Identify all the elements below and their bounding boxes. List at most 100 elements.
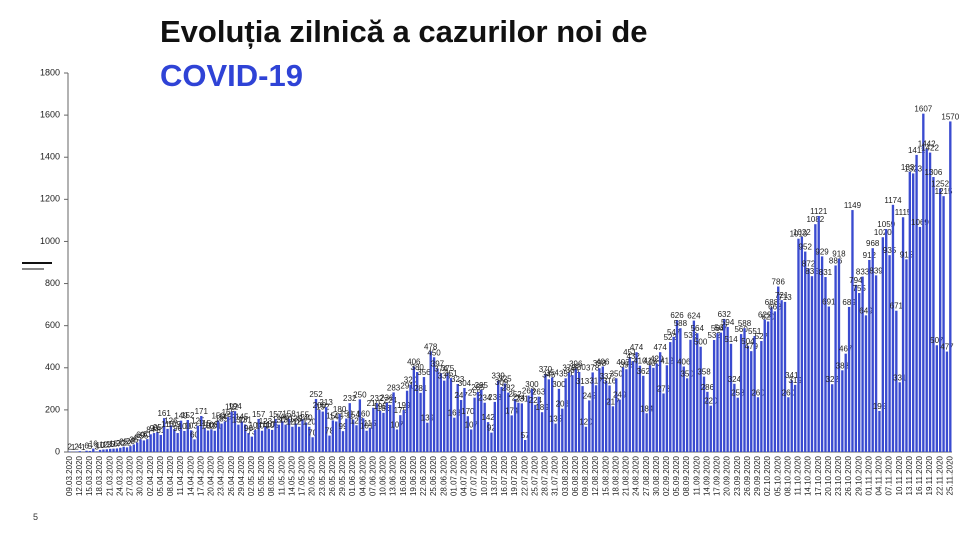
bar — [432, 357, 436, 452]
bar — [402, 410, 405, 452]
bar — [510, 415, 513, 452]
bar — [102, 449, 105, 452]
value-label: 102 — [201, 422, 215, 431]
value-label: 10 — [96, 441, 105, 450]
value-label: 135 — [549, 415, 563, 424]
x-tick-label: 23.09.2020 — [733, 455, 742, 496]
bar — [706, 391, 709, 452]
x-tick-label: 13.07.2020 — [490, 455, 499, 496]
x-tick-label: 02.10.2020 — [763, 455, 772, 496]
value-label: 13 — [102, 440, 111, 449]
bar — [854, 284, 858, 452]
bar — [925, 148, 928, 452]
value-label: 397 — [431, 359, 445, 368]
value-label: 268 — [522, 387, 536, 396]
value-label: 1121 — [810, 207, 828, 216]
value-label: 159 — [340, 410, 354, 419]
x-tick-label: 20.09.2020 — [723, 455, 732, 496]
bar — [446, 373, 449, 452]
bar — [78, 451, 81, 452]
bar — [669, 342, 672, 452]
bar — [459, 399, 463, 452]
bar — [719, 332, 723, 452]
bar — [500, 386, 503, 452]
bar — [277, 424, 281, 452]
bar — [351, 419, 355, 452]
x-tick-label: 07.06.2020 — [368, 455, 377, 496]
x-tick-label: 24.08.2020 — [632, 455, 641, 496]
bar — [470, 429, 473, 452]
value-label: 189 — [535, 403, 549, 412]
bar — [557, 388, 561, 452]
y-tick-label: 800 — [45, 278, 60, 288]
value-label: 551 — [748, 327, 762, 336]
value-label: 224 — [384, 396, 398, 405]
value-label: 474 — [653, 343, 667, 352]
value-label: 668 — [768, 302, 782, 311]
bar — [108, 448, 112, 452]
x-tick-label: 25.06.2020 — [429, 455, 438, 496]
x-tick-label: 18.08.2020 — [611, 455, 620, 496]
bar — [739, 334, 743, 452]
bar — [544, 374, 547, 452]
bar — [223, 421, 227, 452]
value-label: 195 — [873, 402, 887, 411]
bar — [604, 381, 608, 452]
bar — [362, 418, 365, 452]
value-label: 358 — [697, 368, 711, 377]
bar — [905, 259, 908, 452]
bar — [341, 431, 345, 452]
bar — [540, 412, 544, 452]
value-label: 36 — [129, 435, 138, 444]
bar — [827, 306, 831, 452]
x-tick-label: 04.07.2020 — [460, 455, 469, 496]
bar — [814, 224, 817, 452]
bar — [594, 385, 598, 452]
value-label: 158 — [282, 410, 296, 419]
value-label: 935 — [883, 246, 897, 255]
value-label: 331 — [893, 373, 907, 382]
value-label: 17 — [112, 439, 121, 448]
value-label: 393 — [620, 360, 634, 369]
x-tick-label: 08.05.2020 — [267, 455, 276, 496]
value-label: 325 — [498, 375, 512, 384]
value-label: 396 — [569, 360, 583, 369]
y-tick-label: 1000 — [40, 236, 60, 246]
bar — [203, 427, 206, 452]
bar — [250, 436, 254, 452]
value-label: 388 — [836, 361, 850, 370]
bar — [628, 357, 631, 452]
x-tick-label: 12.08.2020 — [591, 455, 600, 496]
value-label: 929 — [815, 247, 829, 256]
value-label: 232 — [370, 394, 384, 403]
bar — [598, 368, 601, 452]
x-tick-label: 30.08.2020 — [652, 455, 661, 496]
x-tick-label: 02.05.2020 — [247, 455, 256, 496]
value-label: 356 — [417, 368, 431, 377]
bar — [291, 426, 294, 452]
bar — [891, 204, 895, 452]
x-tick-label: 11.10.2020 — [794, 455, 803, 495]
bar — [885, 229, 888, 452]
bar — [881, 237, 885, 452]
bar — [530, 388, 534, 452]
bar — [405, 390, 409, 452]
y-tick-label: 0 — [55, 446, 60, 456]
bar — [692, 320, 696, 452]
x-tick-label: 17.05.2020 — [298, 455, 307, 496]
value-label: 362 — [637, 367, 651, 376]
value-label: 161 — [157, 409, 171, 418]
value-label: 186 — [377, 404, 391, 413]
bar — [675, 320, 679, 452]
value-label: 1422 — [921, 144, 939, 153]
value-label: 115 — [198, 419, 211, 428]
value-label: 247 — [454, 391, 468, 400]
x-tick-label: 08.04.2020 — [166, 455, 175, 496]
bar — [682, 366, 685, 452]
bar — [935, 345, 938, 452]
value-label: 120 — [292, 418, 306, 427]
bar — [429, 351, 432, 452]
value-label: 912 — [863, 251, 877, 260]
value-label: 285 — [471, 383, 485, 392]
